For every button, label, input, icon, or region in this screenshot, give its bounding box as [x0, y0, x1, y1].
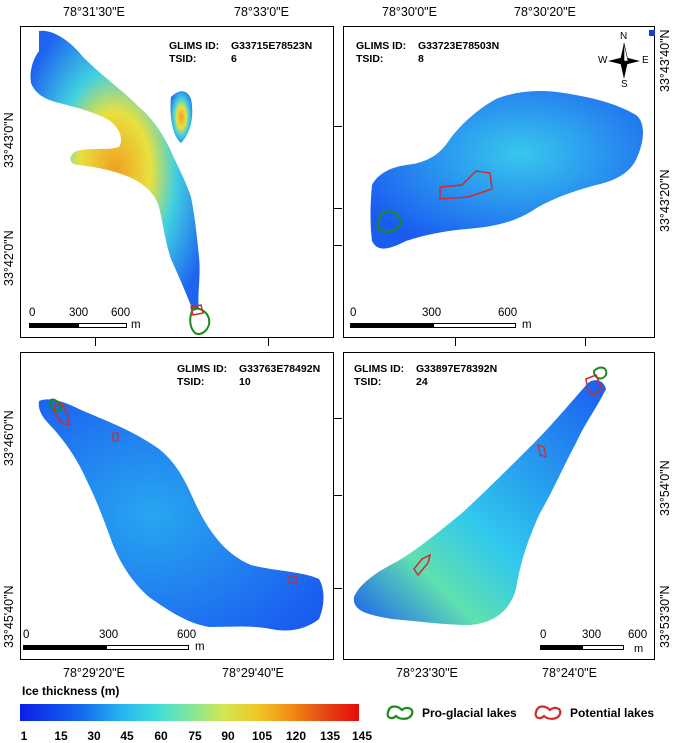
map-panel-2: GLIMS ID: G33723E78503N TSID: 8 N S W E 0 …: [343, 26, 655, 338]
coord-p2-top-1: 78°30'0"E: [382, 5, 437, 19]
colorbar-tick: 145: [351, 729, 373, 743]
coord-p1-left-1: 33°43'0"N: [2, 112, 16, 168]
panel-info-4: GLIMS ID: G33897E78392N TSID: 24: [354, 363, 498, 388]
ice-thickness-raster-2: [370, 91, 643, 249]
ice-thickness-colorbar: [20, 704, 359, 721]
colorbar-tick: 30: [87, 729, 101, 743]
scale-bar-3: 0 300 600 m: [23, 629, 205, 653]
proglacial-lake-legend-label: Pro-glacial lakes: [422, 706, 517, 720]
legend-title: Ice thickness (m): [22, 684, 120, 698]
colorbar-tick: 75: [188, 729, 202, 743]
colorbar-tick: 135: [319, 729, 341, 743]
glacier-map-4: [353, 366, 608, 625]
coord-p1-left-2: 33°42'0"N: [2, 230, 16, 286]
scale-bar-1: 0 300 600 m: [29, 307, 141, 331]
colorbar-tick: 15: [54, 729, 68, 743]
ice-thickness-raster-1: [30, 30, 200, 312]
potential-lake-outline: [54, 402, 70, 427]
coord-p3-left-2: 33°45'40"N: [2, 585, 16, 648]
proglacial-lake-outline: [592, 366, 608, 380]
coord-p3-bottom-2: 78°29'40"E: [222, 666, 284, 680]
coord-p2-right-1: 33°43'40"N: [658, 29, 672, 92]
coord-p1-top-1: 78°31'30"E: [63, 5, 125, 19]
panel-info-3: GLIMS ID: G33763E78492N TSID: 10: [177, 363, 321, 388]
potential-lake-outline: [585, 374, 603, 396]
potential-lake-legend-icon: [534, 705, 562, 720]
coord-p4-bottom-1: 78°23'30"E: [396, 666, 458, 680]
coord-p2-right-2: 33°43'20"N: [658, 169, 672, 232]
ice-thickness-raster-3: [38, 399, 324, 631]
potential-lake-outline: [439, 170, 493, 200]
map-panel-4: GLIMS ID: G33897E78392N TSID: 24 0 300 600…: [343, 352, 655, 660]
potential-lake-legend-label: Potential lakes: [570, 706, 655, 720]
coord-p4-bottom-2: 78°24'0"E: [542, 666, 597, 680]
colorbar-tick: 90: [221, 729, 235, 743]
glacier-map-3: [38, 398, 324, 631]
north-arrow-icon: N S W E: [598, 31, 649, 90]
colorbar-tick: 105: [251, 729, 273, 743]
colorbar-tick: 45: [120, 729, 134, 743]
panel-info-2: GLIMS ID: G33723E78503N TSID: 8: [356, 40, 500, 65]
ice-thickness-raster-4: [353, 380, 606, 625]
glacier-map-1: [30, 30, 211, 335]
coord-p2-top-2: 78°30'20"E: [514, 5, 576, 19]
map-panel-1: GLIMS ID: G33715E78523N TSID: 6 0 300 600 …: [20, 26, 334, 338]
coord-p1-top-2: 78°33'0"E: [234, 5, 289, 19]
coord-p3-bottom-1: 78°29'20"E: [63, 666, 125, 680]
panel-info-1: GLIMS ID: G33715E78523N TSID: 6: [169, 40, 313, 65]
potential-lake-outline: [190, 304, 204, 316]
scale-bar-4: 0 300 600 m: [540, 629, 648, 655]
scale-bar-2: 0 300 600 m: [350, 307, 532, 331]
coord-p4-right-2: 33°53'30"N: [658, 585, 672, 648]
colorbar-tick: 1: [20, 729, 28, 743]
glacier-map-2: [370, 91, 643, 249]
map-panel-3: GLIMS ID: G33763E78492N TSID: 10 0 300 600…: [20, 352, 334, 660]
colorbar-tick: 60: [154, 729, 168, 743]
coord-p3-left-1: 33°46'0"N: [2, 410, 16, 466]
colorbar-tick: 120: [285, 729, 307, 743]
coord-p4-right-1: 33°54'0"N: [658, 460, 672, 516]
proglacial-lake-legend-icon: [386, 705, 414, 720]
proglacial-lake-outline: [376, 210, 402, 233]
